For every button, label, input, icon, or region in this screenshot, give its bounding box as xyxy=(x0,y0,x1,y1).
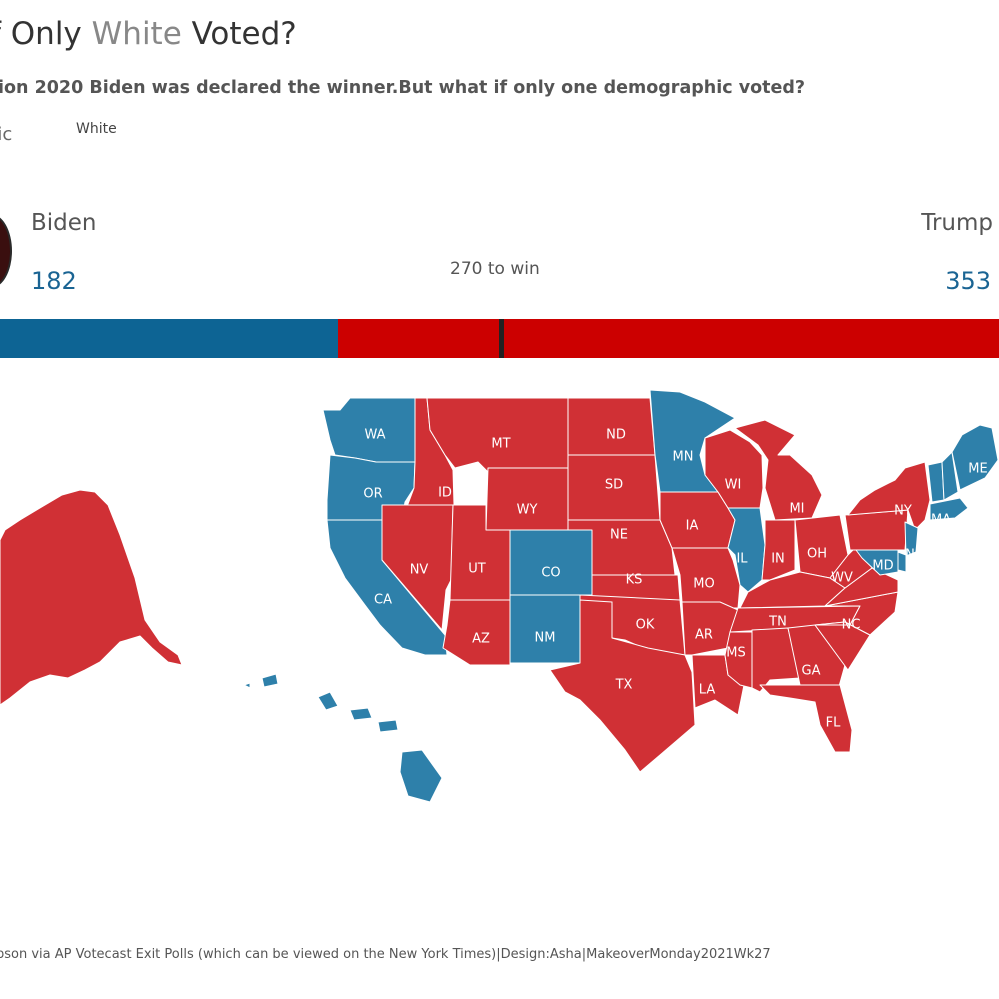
state-label-nd: ND xyxy=(606,428,626,443)
state-label-tx: TX xyxy=(615,678,633,693)
state-label-wa: WA xyxy=(364,428,385,443)
state-label-in: IN xyxy=(771,552,785,567)
title-demographic: White xyxy=(91,16,182,52)
demographic-filter-value[interactable]: White xyxy=(76,121,117,137)
state-fl[interactable] xyxy=(759,684,853,753)
state-label-ms: MS xyxy=(726,646,745,661)
title-suffix: Voted? xyxy=(181,16,297,52)
state-label-ga: GA xyxy=(802,664,821,679)
state-label-ca: CA xyxy=(374,593,392,608)
state-me[interactable] xyxy=(951,424,999,491)
electoral-vote-bar xyxy=(0,319,999,358)
state-label-ok: OK xyxy=(636,618,655,633)
state-label-nj: N xyxy=(905,548,915,563)
state-label-fl: FL xyxy=(826,716,841,731)
state-ma[interactable] xyxy=(929,497,969,521)
biden-name: Biden xyxy=(31,210,97,236)
state-label-oh: OH xyxy=(807,547,827,562)
state-label-wi: WI xyxy=(725,478,742,493)
state-in[interactable] xyxy=(761,519,796,581)
state-hi[interactable] xyxy=(243,673,443,803)
threshold-marker xyxy=(499,319,505,358)
state-label-wy: WY xyxy=(517,503,538,518)
us-electoral-map: WA OR CA ID NV MT WY UT AZ CO NM ND SD NE KS OK TX MN IA MO… xyxy=(0,389,999,803)
state-wi[interactable] xyxy=(704,429,764,509)
state-label-ks: KS xyxy=(626,573,643,588)
state-label-nc: NC xyxy=(842,618,861,633)
state-label-or: OR xyxy=(363,487,382,502)
state-label-ut: UT xyxy=(468,562,486,577)
state-label-mn: MN xyxy=(673,450,694,465)
state-label-co: CO xyxy=(541,566,560,581)
state-label-sd: SD xyxy=(605,478,623,493)
state-label-md: MD xyxy=(872,559,893,574)
state-nh[interactable] xyxy=(941,451,959,501)
state-label-ma: MA xyxy=(931,513,951,528)
trump-name: Trump xyxy=(921,210,993,236)
state-nj[interactable] xyxy=(904,521,919,557)
state-md[interactable] xyxy=(855,549,899,576)
state-label-tn: TN xyxy=(768,615,787,630)
state-label-il: IL xyxy=(736,552,748,567)
state-nc[interactable] xyxy=(814,591,899,636)
state-ny[interactable] xyxy=(847,461,931,531)
state-label-id: ID xyxy=(438,486,452,501)
state-label-mi: MI xyxy=(789,502,804,517)
state-il[interactable] xyxy=(727,507,766,593)
state-label-la: LA xyxy=(699,683,716,698)
trump-bar-segment[interactable] xyxy=(337,319,999,358)
title-prefix: f Only xyxy=(0,16,92,52)
state-label-wv: WV xyxy=(831,571,853,586)
state-nm[interactable] xyxy=(509,594,581,664)
page-title: f Only White Voted? xyxy=(0,16,297,52)
biden-avatar xyxy=(0,214,12,288)
state-ak[interactable] xyxy=(0,489,183,706)
state-mi[interactable] xyxy=(734,419,823,521)
state-label-nv: NV xyxy=(410,563,429,578)
state-ga[interactable] xyxy=(787,624,846,691)
state-co[interactable] xyxy=(509,529,593,596)
state-label-az: AZ xyxy=(472,632,490,647)
to-win-label: 270 to win xyxy=(450,259,540,279)
state-label-ar: AR xyxy=(695,628,713,643)
biden-bar-segment[interactable] xyxy=(0,319,338,358)
state-or[interactable] xyxy=(326,454,416,521)
demographic-filter-label: hic xyxy=(0,124,13,145)
state-label-mt: MT xyxy=(491,437,510,452)
state-label-me: ME xyxy=(968,462,987,477)
state-label-mo: MO xyxy=(693,577,714,592)
state-wy[interactable] xyxy=(485,467,569,531)
state-label-ne: NE xyxy=(610,528,628,543)
state-label-ia: IA xyxy=(686,519,699,534)
state-tx[interactable] xyxy=(549,599,696,773)
source-footer: bson via AP Votecast Exit Polls (which c… xyxy=(0,947,771,962)
trump-electoral-votes: 353 xyxy=(945,267,991,295)
biden-electoral-votes: 182 xyxy=(31,267,77,295)
state-label-ny: NY xyxy=(894,504,912,519)
state-mn[interactable] xyxy=(649,389,736,493)
state-nd[interactable] xyxy=(567,397,656,456)
state-label-nm: NM xyxy=(535,631,556,646)
state-vt[interactable] xyxy=(927,461,945,503)
subtitle: ion 2020 Biden was declared the winner.B… xyxy=(0,78,806,98)
